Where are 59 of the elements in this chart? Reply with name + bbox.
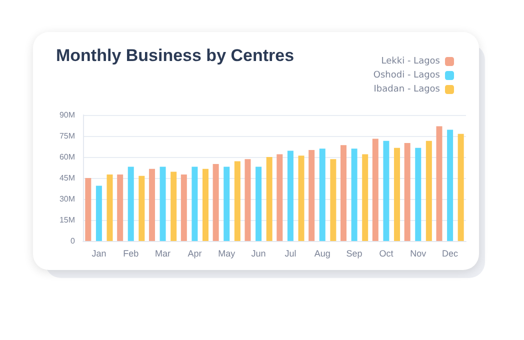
bar bbox=[256, 166, 262, 241]
bar bbox=[202, 168, 209, 241]
bar bbox=[117, 174, 124, 241]
x-tick-label: Jul bbox=[284, 248, 296, 258]
x-tick-label: Jun bbox=[251, 248, 266, 258]
legend-label: Lekki - Lagos bbox=[381, 56, 440, 66]
legend-label: Ibadan - Lagos bbox=[374, 84, 440, 94]
bar bbox=[287, 150, 294, 241]
bar bbox=[180, 174, 187, 241]
bar bbox=[106, 174, 113, 241]
x-tick-label: Oct bbox=[379, 248, 394, 258]
bar bbox=[85, 178, 92, 241]
x-tick-label: Jan bbox=[92, 248, 106, 258]
bar bbox=[128, 166, 134, 241]
bar bbox=[266, 157, 272, 241]
x-tick-label: Feb bbox=[123, 248, 139, 258]
y-tick-label: 75M bbox=[59, 132, 76, 140]
bar bbox=[458, 134, 464, 241]
y-tick-label: 30M bbox=[59, 194, 76, 204]
bar bbox=[404, 143, 410, 241]
bar bbox=[351, 148, 358, 241]
x-tick-label: Aug bbox=[314, 248, 330, 258]
bar bbox=[383, 140, 390, 241]
bar bbox=[212, 164, 219, 241]
x-tick-label: Nov bbox=[410, 248, 427, 258]
chart-title: Monthly Business by Centres bbox=[56, 46, 294, 65]
bar bbox=[394, 148, 400, 241]
y-tick-label: 15M bbox=[59, 216, 76, 224]
y-tick-label: 0 bbox=[70, 236, 76, 246]
bar bbox=[426, 140, 432, 241]
bar bbox=[362, 154, 368, 241]
bar bbox=[96, 186, 102, 241]
y-tick-label: 45M bbox=[59, 174, 76, 182]
bar bbox=[234, 161, 240, 241]
bar bbox=[436, 126, 442, 241]
x-tick-label: Mar bbox=[155, 248, 171, 258]
bar bbox=[148, 168, 155, 241]
bar bbox=[330, 159, 336, 241]
bar bbox=[447, 130, 454, 241]
bar bbox=[244, 159, 251, 241]
bar bbox=[192, 166, 198, 241]
bar bbox=[372, 138, 378, 241]
bar bbox=[415, 148, 422, 241]
bar bbox=[160, 166, 166, 241]
y-tick-label: 60M bbox=[59, 152, 76, 162]
bar bbox=[298, 156, 304, 241]
bar bbox=[308, 150, 315, 241]
x-tick-label: Sep bbox=[346, 248, 362, 258]
x-tick-label: Apr bbox=[188, 248, 202, 258]
bar bbox=[224, 166, 230, 241]
x-tick-label: May bbox=[218, 248, 236, 258]
bar bbox=[340, 145, 346, 241]
bar bbox=[138, 176, 145, 241]
x-tick-label: Dec bbox=[442, 248, 459, 258]
bar bbox=[319, 148, 326, 241]
legend-label: Oshodi - Lagos bbox=[373, 70, 440, 80]
bar bbox=[170, 172, 177, 241]
y-tick-label: 90M bbox=[59, 110, 76, 120]
bar bbox=[276, 154, 283, 241]
